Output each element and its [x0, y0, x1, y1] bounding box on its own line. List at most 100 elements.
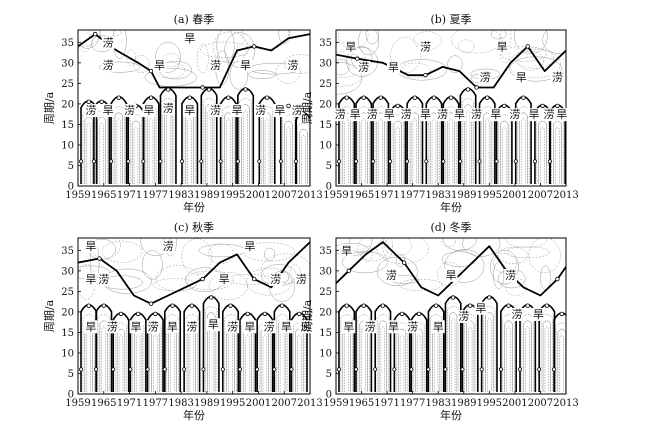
x-tick-label: 1983: [425, 398, 450, 409]
minor-contour: [208, 243, 234, 264]
contour-layer: [78, 238, 310, 392]
inner-contour: [483, 112, 492, 184]
inner-contour: [410, 112, 419, 184]
zero-contour-cell: [95, 303, 113, 392]
inner-contour: [465, 110, 471, 184]
annotation-bg: [453, 108, 467, 122]
y-tick-label: 5: [326, 369, 332, 380]
plot-frame: [335, 29, 567, 187]
zero-label-marker: [200, 85, 205, 90]
x-tick-label: 1995: [220, 398, 245, 409]
minor-contour: [528, 238, 561, 274]
zero-label-marker: [354, 367, 358, 372]
annotation-bg: [166, 320, 180, 334]
inner-contour: [521, 118, 526, 184]
inner-contour: [131, 120, 141, 184]
inner-contour: [153, 334, 158, 392]
y-tick-label: 25: [319, 287, 332, 298]
annotation-bg: [208, 104, 222, 118]
annotation-label: 旱: [556, 108, 567, 121]
zero-label-marker: [506, 303, 511, 308]
inner-contour: [361, 326, 366, 392]
annotation-label: 涝: [186, 320, 197, 333]
zero-contour-long: [78, 241, 310, 305]
minor-contour: [155, 265, 200, 292]
inner-contour: [297, 334, 302, 392]
minor-contour: [398, 278, 443, 291]
zero-label-marker: [405, 159, 410, 164]
zero-label-marker: [555, 276, 560, 282]
annotation-bg: [101, 36, 115, 50]
annotation-label: 涝: [287, 59, 298, 72]
zero-label-marker: [485, 95, 490, 100]
annotation-bg: [161, 240, 175, 254]
annotation-bg: [382, 108, 396, 122]
zero-label-marker: [118, 311, 124, 317]
inner-contour: [380, 326, 386, 392]
inner-contour: [525, 326, 530, 392]
inner-contour: [506, 326, 511, 392]
annotation-label: 涝: [358, 61, 369, 74]
zero-label-marker: [126, 159, 131, 164]
minor-contour: [462, 238, 501, 257]
annotation-bg: [142, 104, 156, 118]
annotation-bg: [387, 320, 400, 334]
x-tick-label: 2013: [553, 398, 578, 409]
y-tick-label: 35: [319, 246, 332, 257]
annotation-bg: [84, 104, 98, 118]
minor-contour: [283, 54, 310, 74]
inner-contour: [284, 120, 293, 184]
annotation-label: 涝: [335, 108, 346, 121]
zero-contour-cell: [427, 303, 445, 392]
annotation-bg: [146, 320, 160, 334]
annotation-bg: [527, 108, 541, 122]
inner-contour: [555, 126, 560, 184]
annotation-label: 旱: [208, 318, 219, 331]
annotation-bg: [206, 318, 220, 332]
zero-label-marker: [111, 367, 116, 372]
zero-label-marker: [86, 303, 91, 308]
y-tick-label: 10: [319, 348, 332, 359]
zero-label-marker: [559, 311, 564, 317]
zero-label-marker: [228, 303, 233, 308]
minor-contour: [264, 247, 276, 261]
annotation-label: 旱: [103, 104, 114, 117]
inner-contour: [559, 334, 564, 392]
inner-contour: [260, 328, 270, 392]
x-tick-label: 1959: [65, 398, 90, 409]
inner-contour: [262, 334, 268, 392]
inner-contour: [189, 326, 195, 392]
inner-contour: [243, 110, 248, 184]
zero-label-marker: [94, 367, 98, 372]
zero-label-marker: [101, 303, 106, 308]
annotation-label: 涝: [124, 104, 135, 117]
annotation-label: 涝: [505, 269, 516, 282]
zero-label-marker: [416, 311, 422, 317]
zero-label-marker: [537, 367, 542, 372]
annotation-bg: [489, 108, 503, 122]
minor-contour: [181, 238, 213, 275]
minor-contour: [336, 58, 350, 76]
zero-label-marker: [392, 367, 397, 372]
annotation-label: 涝: [552, 71, 563, 84]
annotation-label: 涝: [103, 59, 114, 72]
minor-contour: [493, 261, 505, 289]
annotation-label: 涝: [543, 108, 554, 121]
y-tick-label: 35: [319, 38, 332, 49]
annotation-bg: [495, 40, 509, 54]
y-tick-label: 35: [61, 38, 74, 49]
minor-contour: [382, 238, 393, 259]
zero-contour-cell: [237, 87, 255, 184]
inner-contour: [264, 118, 270, 184]
inner-contour: [205, 306, 218, 392]
inner-contour: [485, 312, 494, 392]
inner-contour: [519, 112, 528, 184]
inner-contour: [185, 112, 194, 184]
x-tick-label: 1989: [451, 398, 476, 409]
inner-contour: [344, 118, 349, 184]
minor-contour: [450, 30, 502, 54]
zero-label-marker: [278, 159, 283, 164]
zero-label-marker: [200, 276, 205, 282]
x-tick-label: 1971: [374, 190, 399, 201]
x-tick-label: 2013: [553, 190, 578, 201]
